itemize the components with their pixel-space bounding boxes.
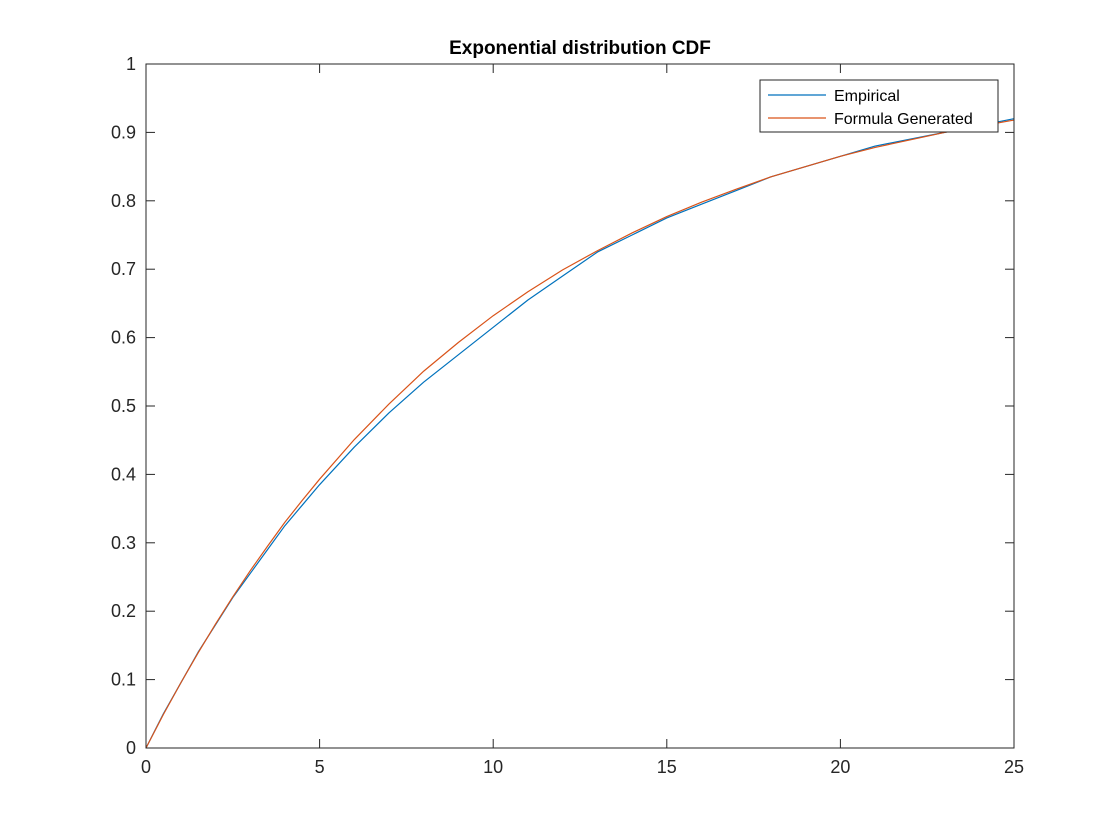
y-tick-label: 0.8 [111, 191, 136, 211]
legend-label-formula-generated: Formula Generated [834, 111, 973, 128]
ticks-layer: 0 5 10 15 20 25 0 0.1 0.2 0.3 0.4 0.5 0.6 0.7 0.8 0.9 1 [111, 54, 1024, 777]
chart-title: Exponential distribution CDF [449, 38, 711, 59]
x-tick-label: 15 [657, 757, 677, 777]
axes-box [145, 63, 1015, 749]
y-tick-label: 0.6 [111, 328, 136, 348]
y-tick-label: 0.3 [111, 533, 136, 553]
y-tick-label: 0.9 [111, 122, 136, 142]
x-tick-label: 5 [315, 757, 325, 777]
legend: Empirical Formula Generated [759, 79, 999, 133]
x-tick-label: 25 [1004, 757, 1024, 777]
legend-label-empirical: Empirical [834, 88, 900, 105]
plot-area [146, 64, 1014, 748]
y-tick-label: 0 [126, 738, 136, 758]
y-tick-label: 0.4 [111, 464, 136, 484]
series-line-formula-generated [145, 119, 1015, 749]
legend-box [759, 79, 999, 133]
y-tick-label: 0.1 [111, 670, 136, 690]
series-layer [145, 118, 1015, 749]
x-tick-label: 0 [141, 757, 151, 777]
y-tick-label: 0.7 [111, 259, 136, 279]
x-tick-label: 20 [830, 757, 850, 777]
y-tick-label: 0.2 [111, 601, 136, 621]
x-tick-label: 10 [483, 757, 503, 777]
y-tick-label: 1 [126, 54, 136, 74]
y-tick-label: 0.5 [111, 396, 136, 416]
